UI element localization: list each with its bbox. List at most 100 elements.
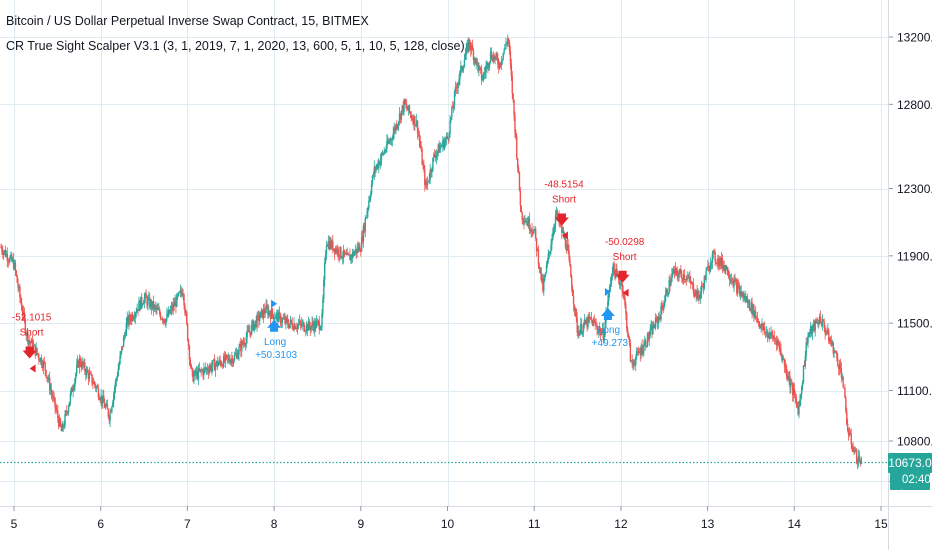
candle-body [67, 412, 69, 413]
candle-body [223, 355, 226, 362]
candle-body [93, 381, 95, 384]
candle-body [494, 56, 496, 60]
candle-body [6, 253, 9, 261]
candle-body [65, 411, 67, 414]
candle-body [352, 251, 355, 256]
candle-body [38, 354, 40, 360]
candle-body [276, 313, 278, 315]
symbol-legend[interactable]: Bitcoin / US Dollar Perpetual Inverse Sw… [6, 14, 369, 28]
candle-body [618, 280, 621, 285]
candle-body [420, 147, 422, 150]
candle-body [71, 387, 73, 392]
candle-body [265, 305, 267, 313]
candle-body [773, 337, 775, 338]
candle-body [758, 321, 761, 326]
candle-body [92, 383, 94, 385]
candle-body [113, 388, 116, 394]
candle-body [717, 258, 719, 264]
candle-body [77, 360, 80, 368]
candle-body [72, 389, 74, 392]
candle-body [157, 308, 159, 310]
price-axis[interactable]: 13200.0 12800.0 12300.0 11900.0 11500.0 11100… [889, 31, 932, 489]
candle-body [445, 135, 448, 140]
candle-body [475, 58, 477, 64]
candle-body [836, 352, 838, 359]
candle-body [598, 330, 600, 333]
candle-body [236, 353, 238, 359]
candle-body [329, 240, 331, 249]
candle-body [831, 341, 834, 345]
candle-body [516, 158, 519, 168]
candle-body [395, 124, 397, 131]
candle-body [498, 64, 500, 68]
candle-body [541, 277, 543, 280]
candle-body [196, 371, 199, 379]
candle-body [198, 368, 201, 371]
candle-body [327, 241, 330, 247]
candle-body [660, 305, 662, 320]
time-tick-label: 9 [357, 517, 364, 531]
candle-body [156, 308, 158, 310]
candle-body [465, 47, 467, 56]
candle-body [52, 396, 54, 398]
candle-body [832, 341, 834, 354]
time-axis[interactable]: 5 6 7 8 9 10 11 12 13 14 15 [11, 506, 888, 531]
candle-body [369, 193, 372, 198]
candle-body [383, 151, 385, 155]
candle-body [345, 253, 348, 255]
candle-body [55, 407, 57, 410]
candle-body [284, 318, 286, 324]
candle-body [687, 277, 689, 279]
candle-body [85, 371, 87, 376]
candle-body [148, 297, 150, 299]
price-tick-label: 10800.0 [897, 435, 932, 449]
candle-body [825, 332, 827, 334]
candle-body [81, 361, 83, 368]
candle-body [442, 140, 444, 146]
candle-body [426, 181, 429, 186]
candle-body [805, 342, 807, 357]
candle-body [428, 178, 430, 182]
candle-body [796, 402, 798, 407]
candle-body [492, 55, 495, 62]
candle-body [416, 120, 419, 133]
candle-body [264, 312, 266, 314]
candle-body [241, 341, 244, 345]
candle-body [553, 229, 555, 233]
candle-body [9, 257, 11, 262]
candle-body [401, 105, 403, 111]
candle-body [858, 455, 861, 462]
candle-body [436, 151, 439, 155]
candle-body [122, 346, 124, 348]
candle-body [254, 320, 256, 324]
candle-body [119, 355, 121, 364]
candle-body [722, 265, 724, 268]
candle-body [121, 346, 123, 352]
candle-body [736, 282, 738, 294]
candle-body [231, 357, 233, 361]
candle-body [490, 52, 493, 59]
candle-body [680, 270, 682, 274]
candle-body [839, 363, 842, 368]
candle-body [840, 367, 843, 378]
candle-body [579, 330, 581, 336]
candle-body [21, 302, 23, 311]
candle-body [667, 293, 669, 295]
entry-marker-icon [604, 288, 611, 297]
entry-marker-icon [29, 364, 36, 373]
candle-body [517, 167, 520, 172]
candle-body [656, 318, 659, 324]
candle-body [326, 245, 329, 247]
candle-body [300, 323, 302, 326]
candle-body [578, 331, 580, 336]
candle-body [10, 254, 12, 258]
candle-body [624, 296, 626, 306]
candle-body [0, 247, 2, 249]
candle-body [111, 406, 113, 412]
candle-body [146, 298, 148, 306]
indicator-legend[interactable]: CR True Sight Scalper V3.1 (3, 1, 2019, … [6, 39, 465, 53]
candle-body [201, 370, 203, 372]
candle-body [526, 221, 529, 226]
candle-body [580, 323, 583, 334]
